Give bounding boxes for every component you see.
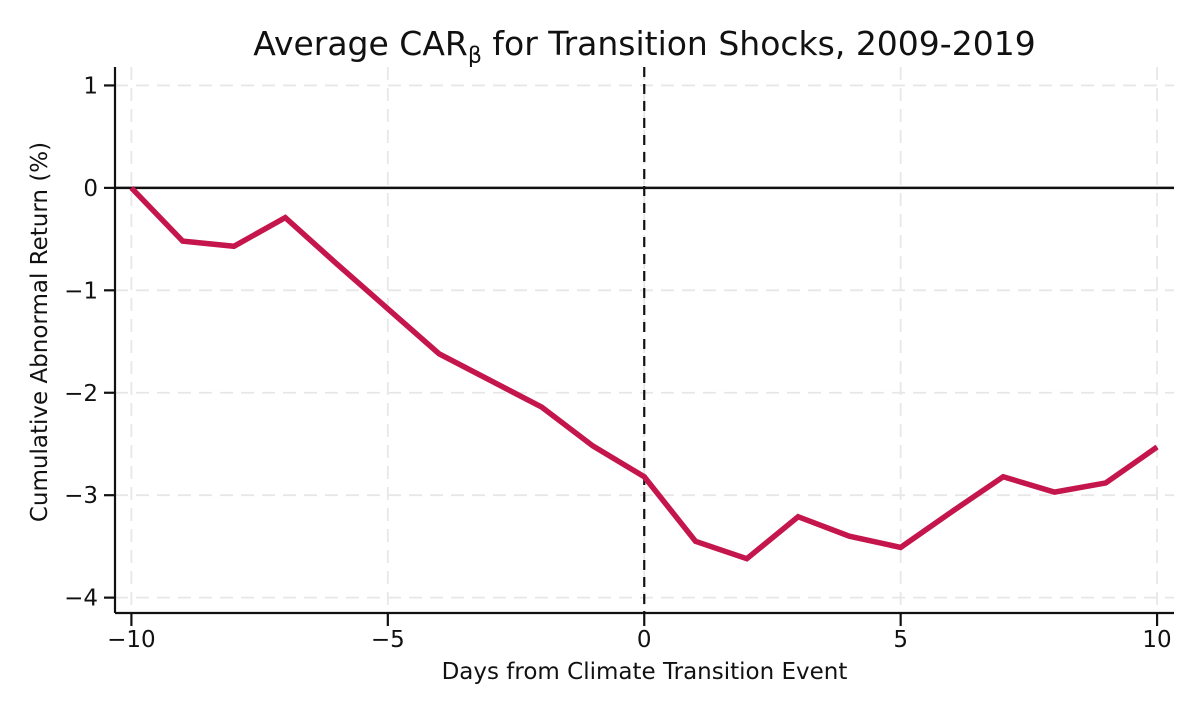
- y-tick-label: 1: [83, 73, 98, 99]
- y-tick-label: −4: [64, 586, 98, 612]
- x-tick-label: −5: [371, 627, 405, 653]
- y-tick-label: −3: [64, 483, 98, 509]
- chart-title-text: Average CAR: [253, 24, 468, 63]
- chart-title: Average CARβ for Transition Shocks, 2009…: [115, 24, 1174, 67]
- y-tick-label: 0: [83, 176, 98, 202]
- x-tick-label: −10: [107, 627, 156, 653]
- x-axis-label: Days from Climate Transition Event: [441, 659, 848, 685]
- y-tick-label: −1: [64, 278, 98, 304]
- y-axis-label: Cumulative Abnormal Return (%): [27, 141, 53, 523]
- y-tick-label: −2: [64, 381, 98, 407]
- x-tick-label: 10: [1142, 627, 1171, 653]
- x-tick-label: 5: [893, 627, 908, 653]
- car-series-line: [129, 185, 1159, 562]
- chart-title-subscript: β: [467, 43, 482, 69]
- x-tick-label: 0: [637, 627, 652, 653]
- chart-title-suffix: for Transition Shocks, 2009-2019: [481, 24, 1036, 63]
